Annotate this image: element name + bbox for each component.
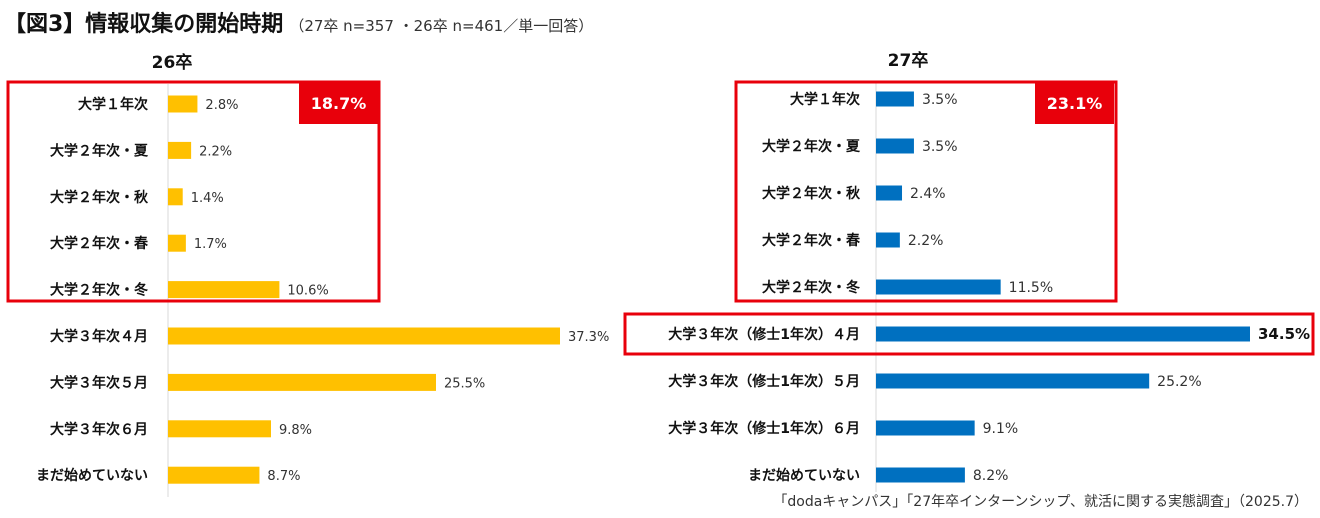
data-label: 2.4% xyxy=(910,186,946,202)
bar xyxy=(168,420,271,438)
figure-title: 【図3】情報収集の開始時期 xyxy=(4,12,284,37)
data-label: 3.5% xyxy=(922,92,958,108)
highlight-box xyxy=(6,80,381,303)
bar xyxy=(168,234,186,252)
category-label: 大学３年次６月 xyxy=(50,421,148,438)
data-label: 8.2% xyxy=(973,468,1009,484)
category-label: 大学３年次（修士1年次）４月 xyxy=(668,326,860,343)
data-label: 8.7% xyxy=(267,469,300,484)
category-label: 大学１年次 xyxy=(78,96,148,113)
data-label: 11.5% xyxy=(1009,280,1053,296)
bar xyxy=(168,188,183,206)
category-label: 大学２年次・冬 xyxy=(762,279,860,296)
data-label: 25.2% xyxy=(1157,374,1201,390)
category-label: 大学３年次４月 xyxy=(50,328,148,345)
bar xyxy=(876,138,914,154)
category-label: 大学２年次・夏 xyxy=(50,142,149,159)
highlight-row-box xyxy=(623,312,1315,356)
bar xyxy=(876,185,903,201)
total-badge-label: 18.7% xyxy=(311,94,367,113)
total-badge xyxy=(299,82,378,124)
category-label: 大学２年次・冬 xyxy=(50,282,148,299)
chart-title: 27卒 xyxy=(888,50,929,71)
bar xyxy=(876,420,975,436)
data-label: 1.7% xyxy=(194,237,227,252)
data-label: 37.3% xyxy=(568,330,609,345)
data-label: 10.6% xyxy=(287,284,328,299)
bar xyxy=(876,326,1250,342)
bar xyxy=(168,141,192,159)
data-label: 3.5% xyxy=(922,139,958,155)
category-label: 大学２年次・春 xyxy=(762,232,861,249)
bar xyxy=(876,279,1001,295)
figure-note: （27卒 n=357 ・26卒 n=461／単一回答） xyxy=(289,17,594,35)
total-badge-label: 23.1% xyxy=(1047,94,1103,113)
category-label: 大学１年次 xyxy=(790,91,860,108)
category-label: 大学２年次・春 xyxy=(50,235,149,252)
data-label: 9.8% xyxy=(279,423,312,438)
data-label: 2.8% xyxy=(205,98,238,113)
category-label: まだ始めていない xyxy=(36,467,148,484)
category-label: 大学３年次５月 xyxy=(50,374,148,391)
bar xyxy=(876,91,914,107)
bar xyxy=(168,327,560,345)
source-note: 「dodaキャンパス」「27年卒インターンシップ、就活に関する実態調査」（202… xyxy=(773,494,1308,510)
highlight-box xyxy=(734,80,1118,303)
bar xyxy=(168,95,198,113)
bar xyxy=(168,466,260,484)
data-label: 25.5% xyxy=(444,376,485,391)
bar xyxy=(876,232,900,248)
category-label: 大学２年次・秋 xyxy=(50,189,149,206)
data-label: 34.5% xyxy=(1258,325,1310,343)
category-label: まだ始めていない xyxy=(748,467,860,484)
category-label: 大学２年次・秋 xyxy=(762,185,861,202)
data-label: 2.2% xyxy=(908,233,944,249)
data-label: 1.4% xyxy=(191,191,224,206)
chart-title: 26卒 xyxy=(152,52,193,73)
category-label: 大学２年次・夏 xyxy=(762,138,861,155)
category-label: 大学３年次（修士1年次）６月 xyxy=(668,420,860,437)
bar xyxy=(876,373,1150,389)
chart-title: 【図3】情報収集の開始時期 （27卒 n=357 ・26卒 n=461／単一回答） xyxy=(4,6,593,38)
category-label: 大学３年次（修士1年次）５月 xyxy=(668,373,860,390)
bar xyxy=(168,281,280,299)
data-label: 9.1% xyxy=(983,421,1019,437)
bar xyxy=(168,373,436,391)
bar xyxy=(876,467,965,483)
data-label: 2.2% xyxy=(199,144,232,159)
total-badge xyxy=(1035,82,1114,124)
